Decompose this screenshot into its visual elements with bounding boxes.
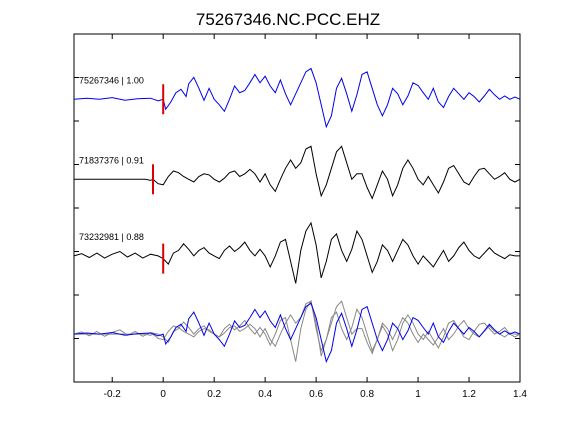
stacked-overlay <box>73 299 521 364</box>
axes-frame <box>73 33 521 383</box>
chart-title: 75267346.NC.PCC.EHZ <box>196 10 380 29</box>
x-axis: -0.2 0 0.2 0.4 0.6 0.8 1 1.2 1.4 <box>104 34 527 400</box>
x-tick-label: 1.2 <box>462 389 476 400</box>
y-axis <box>74 33 520 383</box>
trace-1: 75267346 | 1.00 <box>73 67 521 129</box>
x-tick-label: 0.6 <box>309 389 323 400</box>
plot-area: 75267346 | 1.00 71837376 | 0.91 73232981 |… <box>73 67 521 364</box>
x-tick-label: 0.2 <box>207 389 221 400</box>
x-tick-label: -0.2 <box>104 389 122 400</box>
trace-3: 73232981 | 0.88 <box>73 221 520 284</box>
series-line <box>74 145 521 200</box>
trace-label: 73232981 | 0.88 <box>79 232 144 242</box>
x-tick-label: 0.4 <box>258 389 272 400</box>
trace-2: 71837376 | 0.91 <box>74 145 521 200</box>
trace-label: 71837376 | 0.91 <box>79 155 144 165</box>
x-tick-label: 0.8 <box>360 389 374 400</box>
x-tick-label: 0 <box>160 389 166 400</box>
x-tick-label: 1 <box>415 389 421 400</box>
series-line <box>73 67 521 129</box>
x-tick-label: 1.4 <box>513 389 527 400</box>
stack-overlay-line <box>73 302 521 364</box>
stack-underlay-line <box>74 300 521 355</box>
trace-label: 75267346 | 1.00 <box>79 75 144 85</box>
series-line <box>73 221 520 284</box>
